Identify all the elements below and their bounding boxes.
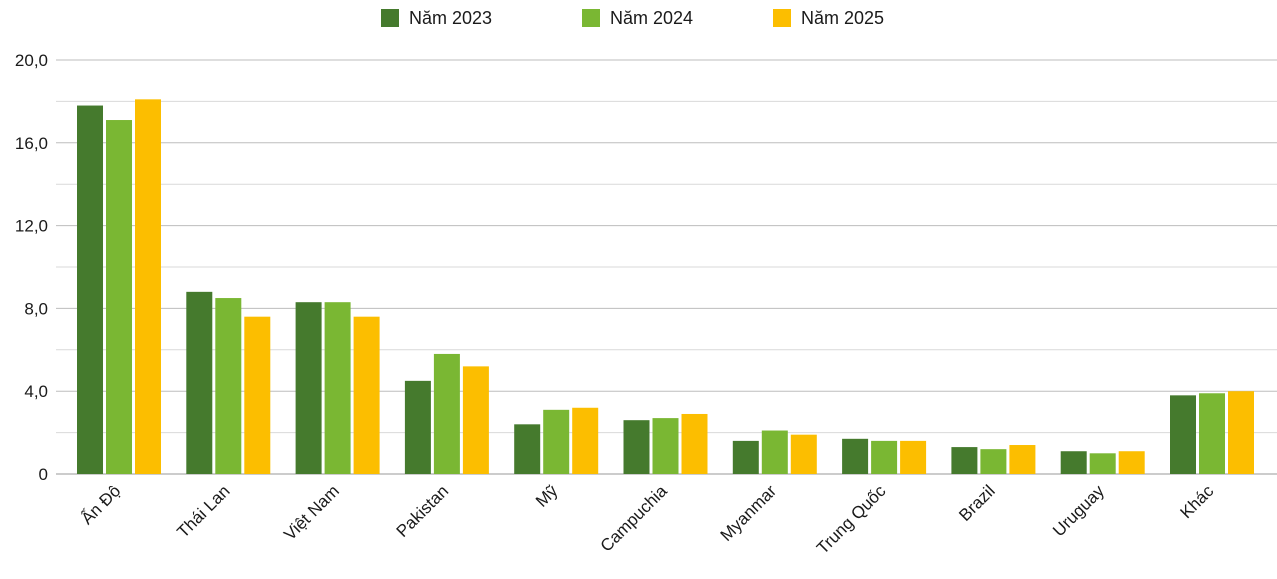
bar (623, 420, 650, 474)
legend-label: Năm 2023 (409, 8, 492, 28)
bar (135, 99, 161, 474)
y-axis: 0 4,0 8,0 12,0 16,0 20,0 (15, 51, 48, 484)
legend-label: Năm 2024 (610, 8, 693, 28)
y-tick-label: 20,0 (15, 51, 48, 70)
y-tick-label: 16,0 (15, 134, 48, 153)
x-tick-label: Việt Nam (280, 481, 343, 544)
bar (543, 409, 570, 474)
legend: Năm 2023 Năm 2024 Năm 2025 (381, 8, 884, 28)
bar (980, 449, 1007, 474)
x-tick-label: Trung Quốc (813, 481, 890, 558)
bar (404, 380, 431, 474)
x-tick-label: Ấn Độ (77, 481, 124, 528)
bar (433, 353, 460, 474)
x-tick-label: Thái Lan (173, 481, 233, 541)
legend-item: Năm 2023 (381, 8, 492, 28)
x-tick-label: Brazil (955, 481, 998, 524)
bar (871, 440, 898, 474)
x-axis: Ấn Độ Thái Lan Việt Nam Pakistan Mỹ Campuchia… (77, 481, 1217, 558)
y-tick-label: 12,0 (15, 217, 48, 236)
bar (106, 120, 132, 474)
bar (1060, 451, 1087, 474)
x-tick-label: Khác (1176, 481, 1217, 522)
bar (295, 302, 322, 474)
bar (462, 366, 489, 474)
bar (1228, 391, 1254, 474)
bar (951, 447, 978, 474)
bar (244, 316, 271, 474)
y-tick-label: 8,0 (24, 299, 48, 318)
bars (77, 99, 1254, 474)
bar (353, 316, 380, 474)
bar (324, 302, 351, 474)
bar (1089, 453, 1116, 474)
legend-swatch (582, 9, 600, 27)
legend-label: Năm 2025 (801, 8, 884, 28)
legend-swatch (381, 9, 399, 27)
y-tick-label: 0 (39, 465, 48, 484)
bar (1199, 393, 1225, 474)
bar (761, 430, 788, 474)
x-tick-label: Uruguay (1049, 481, 1108, 540)
bar (572, 407, 599, 474)
x-tick-label: Campuchia (597, 481, 672, 556)
bar (732, 440, 759, 474)
x-tick-label: Myanmar (717, 481, 781, 545)
y-tick-label: 4,0 (24, 382, 48, 401)
x-tick-label: Pakistan (393, 481, 453, 541)
bar (681, 413, 708, 474)
bar (186, 291, 213, 474)
legend-item: Năm 2024 (582, 8, 693, 28)
bar (215, 298, 242, 474)
legend-swatch (773, 9, 791, 27)
bar (652, 418, 679, 474)
legend-item: Năm 2025 (773, 8, 884, 28)
bar (900, 440, 927, 474)
bar (790, 434, 817, 474)
bar (1170, 395, 1196, 474)
bar (1118, 451, 1145, 474)
x-tick-label: Mỹ (532, 481, 562, 511)
bar (842, 438, 869, 474)
bar (514, 424, 541, 474)
bar (1009, 445, 1036, 474)
bar (77, 105, 103, 474)
